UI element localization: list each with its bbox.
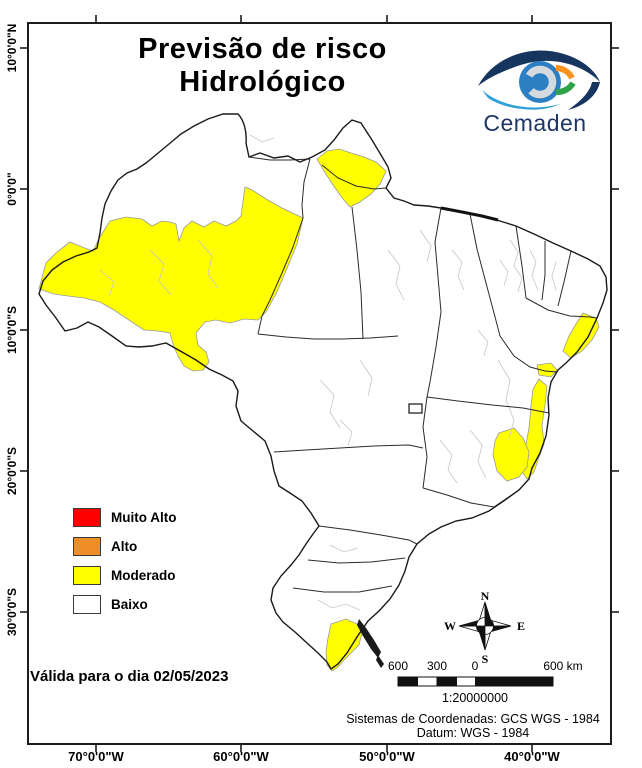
map-title-line2: Hidrológico <box>179 66 346 98</box>
legend-label-moderado: Moderado <box>111 568 176 583</box>
coordinate-system-note: Sistemas de Coordenadas: GCS WGS - 1984 … <box>340 712 606 740</box>
state-boundaries <box>248 156 598 593</box>
lon-label-70w: 70°0'0"W <box>68 749 124 764</box>
scale-bar-graphic <box>397 676 554 687</box>
lon-label-50w: 50°0'0"W <box>359 749 415 764</box>
lon-label-40w: 40°0'0"W <box>504 749 560 764</box>
cemaden-logo-text: Cemaden <box>483 110 587 136</box>
scale-ratio: 1:20000000 <box>441 691 509 705</box>
lat-label-10s: 10°0'0"S <box>5 305 19 355</box>
yellow-region-coast-2 <box>536 362 558 378</box>
distrito-federal-square <box>408 403 423 414</box>
cemaden-logo-icon <box>478 50 600 110</box>
compass-e: E <box>516 619 525 633</box>
yellow-region-rio-grande-do-sul <box>325 618 363 672</box>
legend-swatch-muito-alto <box>73 508 101 527</box>
lat-label-10n: 10°0'0"N <box>5 23 19 73</box>
yellow-region-amazonas <box>38 186 304 372</box>
scale-label-600-km: 600 km <box>543 659 583 673</box>
lon-label-60w: 60°0'0"W <box>213 749 269 764</box>
coordinate-system-line2: Datum: WGS - 1984 <box>416 726 530 740</box>
north-coast-thick <box>440 206 499 222</box>
cemaden-logo: Cemaden <box>470 40 600 137</box>
yellow-region-north <box>316 148 387 208</box>
municipal-boundaries <box>99 134 557 611</box>
coordinate-system-line1: Sistemas de Coordenadas: GCS WGS - 1984 <box>346 712 600 726</box>
map-title-line1: Previsão de risco <box>138 33 387 65</box>
compass-n: N <box>480 589 490 603</box>
legend-swatch-alto <box>73 537 101 556</box>
legend-label-baixo: Baixo <box>111 597 148 612</box>
map-title: Previsão de risco Hidrológico <box>90 33 435 99</box>
compass-s: S <box>481 652 489 666</box>
legend-swatch-moderado <box>73 566 101 585</box>
yellow-region-coast-1 <box>562 312 600 359</box>
brazil-landmass <box>39 114 607 669</box>
brazil-outline <box>38 113 608 671</box>
graticule-ticks <box>20 15 619 752</box>
compass-w: W <box>444 619 456 633</box>
legend-swatch-baixo <box>73 595 101 614</box>
compass-rose-icon <box>458 601 512 651</box>
lat-label-0: 0°0'0" <box>5 172 19 206</box>
lat-label-30s: 30°0'0"S <box>5 587 19 637</box>
scale-label-300: 300 <box>426 659 448 673</box>
lat-label-20s: 20°0'0"S <box>5 446 19 496</box>
legend-label-alto: Alto <box>111 539 138 554</box>
validity-date: Válida para o dia 02/05/2023 <box>30 668 229 685</box>
lagoa-dos-patos <box>357 619 384 668</box>
risk-regions-moderado <box>38 148 600 672</box>
scale-label-600-left: 600 <box>387 659 409 673</box>
yellow-region-coast-4 <box>492 427 530 482</box>
legend-label-muito-alto: Muito Alto <box>111 510 177 525</box>
scale-label-0: 0 <box>471 659 479 673</box>
